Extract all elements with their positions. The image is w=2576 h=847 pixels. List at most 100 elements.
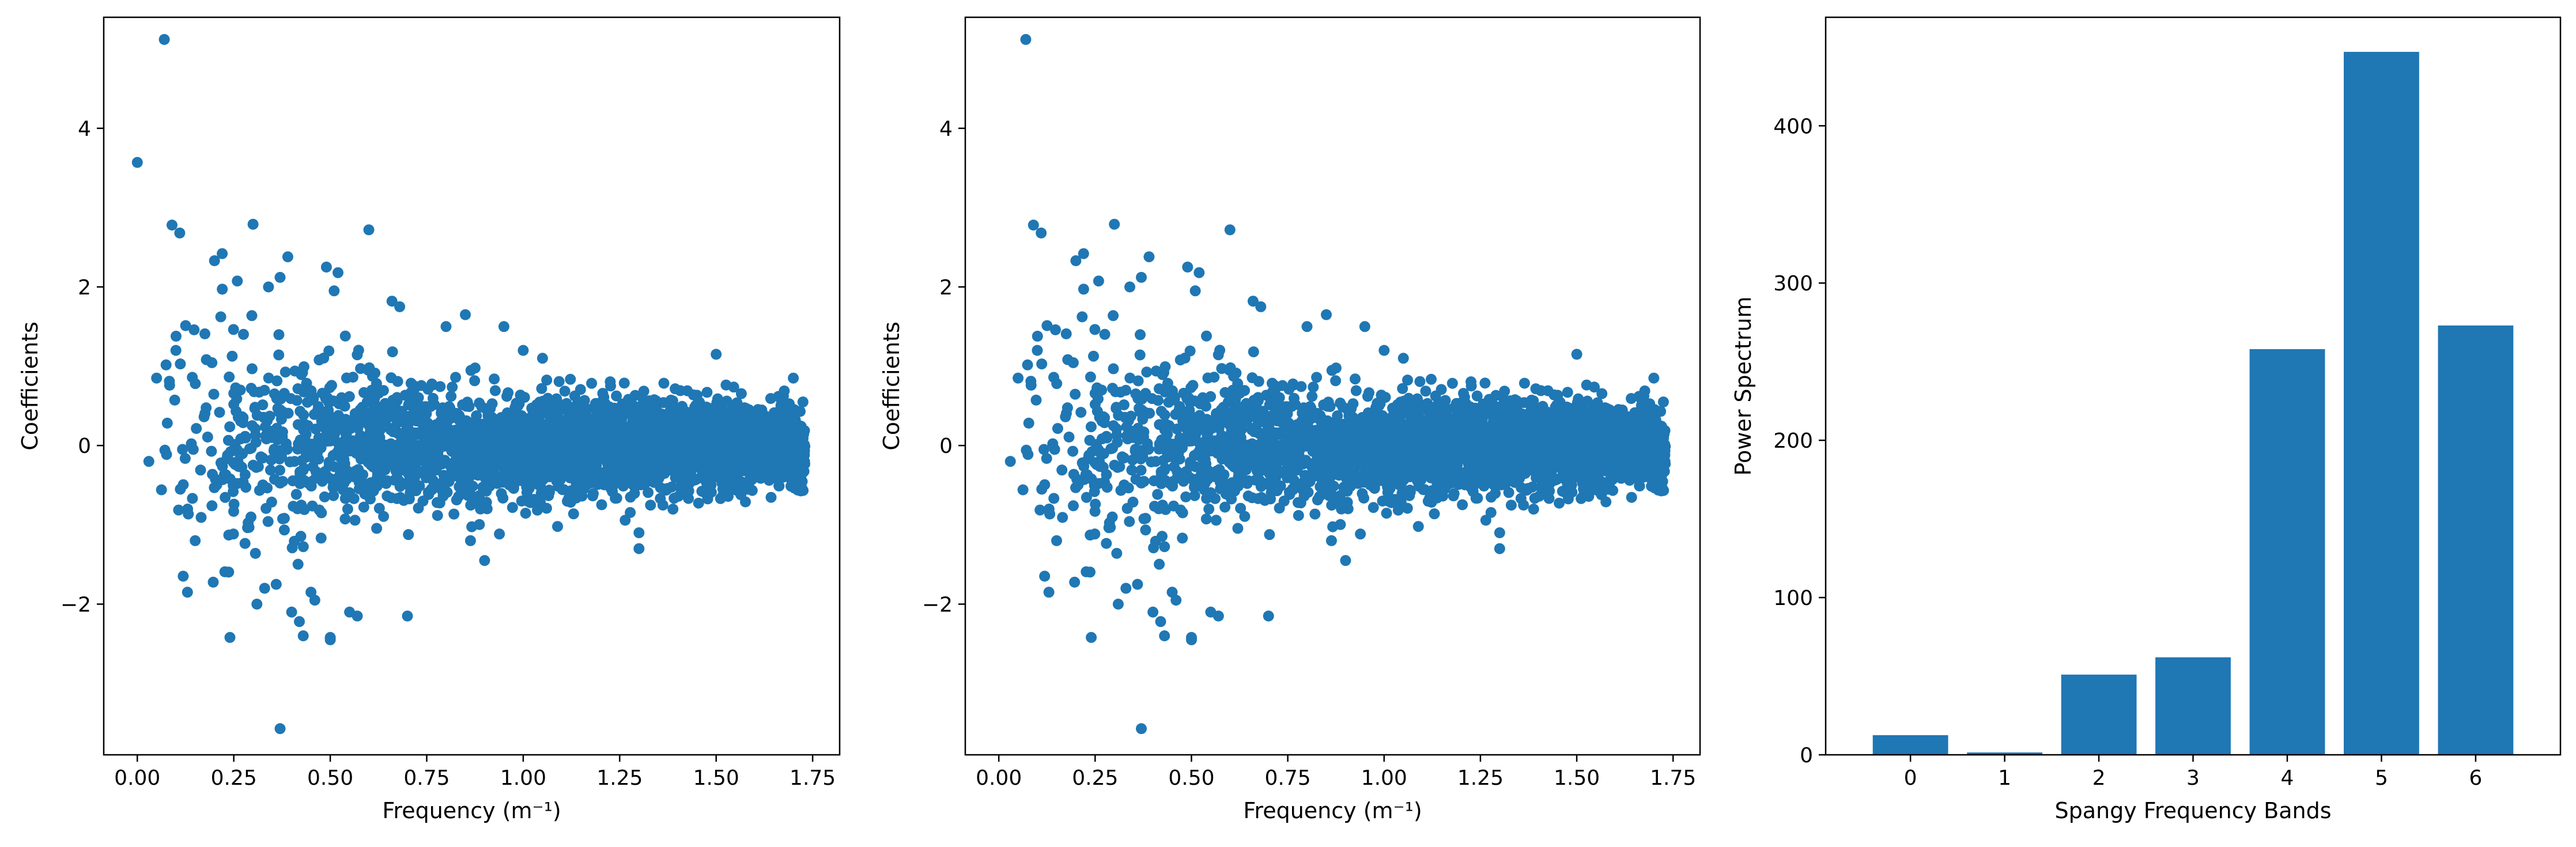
scatter-point <box>392 376 403 387</box>
scatter-point <box>694 421 706 433</box>
scatter-point <box>387 426 399 437</box>
scatter-point <box>188 324 200 335</box>
scatter-point <box>537 353 548 364</box>
scatter-point <box>206 445 217 457</box>
scatter-point <box>505 451 516 463</box>
scatter-point <box>310 466 322 477</box>
scatter-point <box>633 527 645 539</box>
scatter-point <box>670 383 681 395</box>
scatter-point <box>273 349 285 361</box>
scatter-point <box>333 410 344 421</box>
scatter-point <box>493 429 505 440</box>
scatter-point <box>294 616 305 627</box>
scatter-point <box>674 482 686 493</box>
scatter-point <box>217 248 228 259</box>
scatter-point <box>290 489 302 500</box>
y-tick-label: 2 <box>78 276 91 300</box>
scatter-point <box>494 442 505 453</box>
scatter-point <box>392 416 403 428</box>
scatter-point <box>362 419 374 430</box>
scatter-point <box>549 417 561 429</box>
scatter-point <box>650 395 662 406</box>
scatter-point <box>161 449 172 460</box>
scatter-point <box>465 365 477 376</box>
scatter-point <box>655 470 666 481</box>
scatter-point <box>1111 547 1123 559</box>
x-tick-label: 1.75 <box>790 766 836 790</box>
scatter-point <box>567 415 579 426</box>
scatter-point <box>503 387 514 399</box>
scatter-point <box>534 460 546 471</box>
scatter-point <box>467 481 478 492</box>
scatter-point <box>778 440 789 451</box>
scatter-point <box>354 404 366 415</box>
scatter-point <box>557 429 569 441</box>
scatter-point <box>263 281 274 293</box>
scatter-point <box>271 375 283 387</box>
scatter-point <box>232 275 243 287</box>
scatter-point <box>190 535 201 546</box>
scatter-point <box>352 610 363 622</box>
scatter-point <box>274 464 285 476</box>
scatter-point <box>1101 538 1112 549</box>
scatter-point <box>300 439 311 451</box>
x-tick-label: 1.00 <box>500 766 546 790</box>
scatter-point <box>483 410 494 421</box>
scatter-point <box>614 468 626 480</box>
scatter-point <box>171 331 182 342</box>
scatter-point <box>796 482 807 494</box>
scatter-point <box>315 532 327 544</box>
scatter-point <box>511 423 522 435</box>
scatter-point <box>407 443 419 454</box>
scatter-point <box>341 372 352 384</box>
scatter-point <box>662 448 673 460</box>
scatter-point <box>224 371 235 383</box>
scatter-point <box>507 502 518 513</box>
scatter-point <box>698 486 709 497</box>
scatter-point <box>239 430 251 442</box>
scatter-point <box>1070 388 1081 400</box>
scatter-point <box>1085 371 1096 383</box>
scatter-point <box>426 484 437 496</box>
scatter-point <box>538 403 550 414</box>
scatter-point <box>313 401 324 413</box>
scatter-point <box>1330 375 1342 387</box>
scatter-point <box>1264 529 1275 540</box>
scatter-point <box>206 357 218 368</box>
scatter-point <box>228 528 239 540</box>
scatter-point <box>245 443 257 454</box>
scatter-point <box>260 433 272 445</box>
scatter-point <box>599 467 610 478</box>
scatter-point <box>1414 376 1426 387</box>
scatter-point <box>625 429 637 440</box>
scatter-point <box>791 406 802 418</box>
scatter-point <box>535 433 547 444</box>
scatter-point <box>796 444 808 455</box>
scatter-point <box>362 430 374 442</box>
scatter-point <box>358 501 369 513</box>
scatter-point <box>187 372 198 383</box>
scatter-point <box>270 578 282 590</box>
scatter-point <box>291 395 303 406</box>
scatter-point <box>544 486 555 498</box>
x-axis-label: Frequency (m⁻¹) <box>382 798 561 823</box>
scatter-point <box>570 437 581 448</box>
scatter-point <box>532 504 543 516</box>
scatter-point <box>236 462 248 473</box>
scatter-point <box>297 630 309 641</box>
scatter-point <box>1048 372 1059 383</box>
scatter-point <box>349 515 361 526</box>
scatter-point <box>164 380 175 391</box>
scatter-point <box>273 329 285 341</box>
scatter-point <box>297 464 309 476</box>
scatter-point <box>175 483 186 495</box>
scatter-point <box>258 411 269 423</box>
scatter-point <box>246 363 258 375</box>
scatter-point <box>637 409 648 420</box>
scatter-point <box>131 157 143 168</box>
scatter-point <box>387 346 398 358</box>
scatter-point <box>179 453 191 464</box>
scatter-point <box>1154 558 1165 570</box>
scatter-point <box>251 599 263 610</box>
scatter-point <box>1116 451 1128 463</box>
